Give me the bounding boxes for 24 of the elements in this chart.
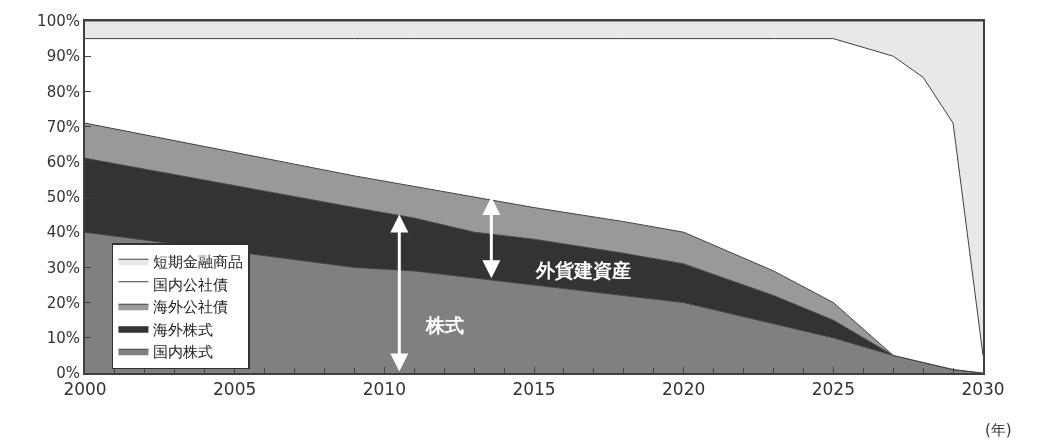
annotation: 外貨建資産 (535, 259, 631, 281)
x-axis-title: (年) (985, 421, 1012, 439)
y-tick-label: 40% (46, 223, 80, 242)
x-tick-label: 2010 (362, 379, 406, 400)
legend-label: 国内公社債 (153, 275, 229, 294)
y-tick-label: 80% (46, 82, 80, 101)
legend-label: 短期金融商品 (153, 253, 244, 272)
y-tick-label: 90% (46, 47, 80, 66)
x-tick-label: 2005 (213, 379, 257, 400)
x-tick-label: 2030 (961, 379, 1005, 400)
x-tick-label: 2025 (811, 379, 855, 400)
legend-label: 海外株式 (153, 320, 214, 339)
x-tick-label: 2020 (662, 379, 706, 400)
legend-label: 海外公社債 (153, 298, 229, 317)
y-tick-label: 10% (46, 329, 80, 348)
y-tick-label: 50% (46, 188, 80, 207)
x-tick-label: 2015 (512, 379, 556, 400)
annotation: 株式 (425, 314, 464, 336)
y-tick-label: 20% (46, 293, 80, 312)
y-tick-label: 60% (46, 153, 80, 172)
legend-label: 国内株式 (153, 343, 214, 362)
y-tick-label: 70% (46, 117, 80, 136)
y-tick-label: 30% (46, 258, 80, 277)
y-tick-label: 100% (37, 12, 80, 31)
